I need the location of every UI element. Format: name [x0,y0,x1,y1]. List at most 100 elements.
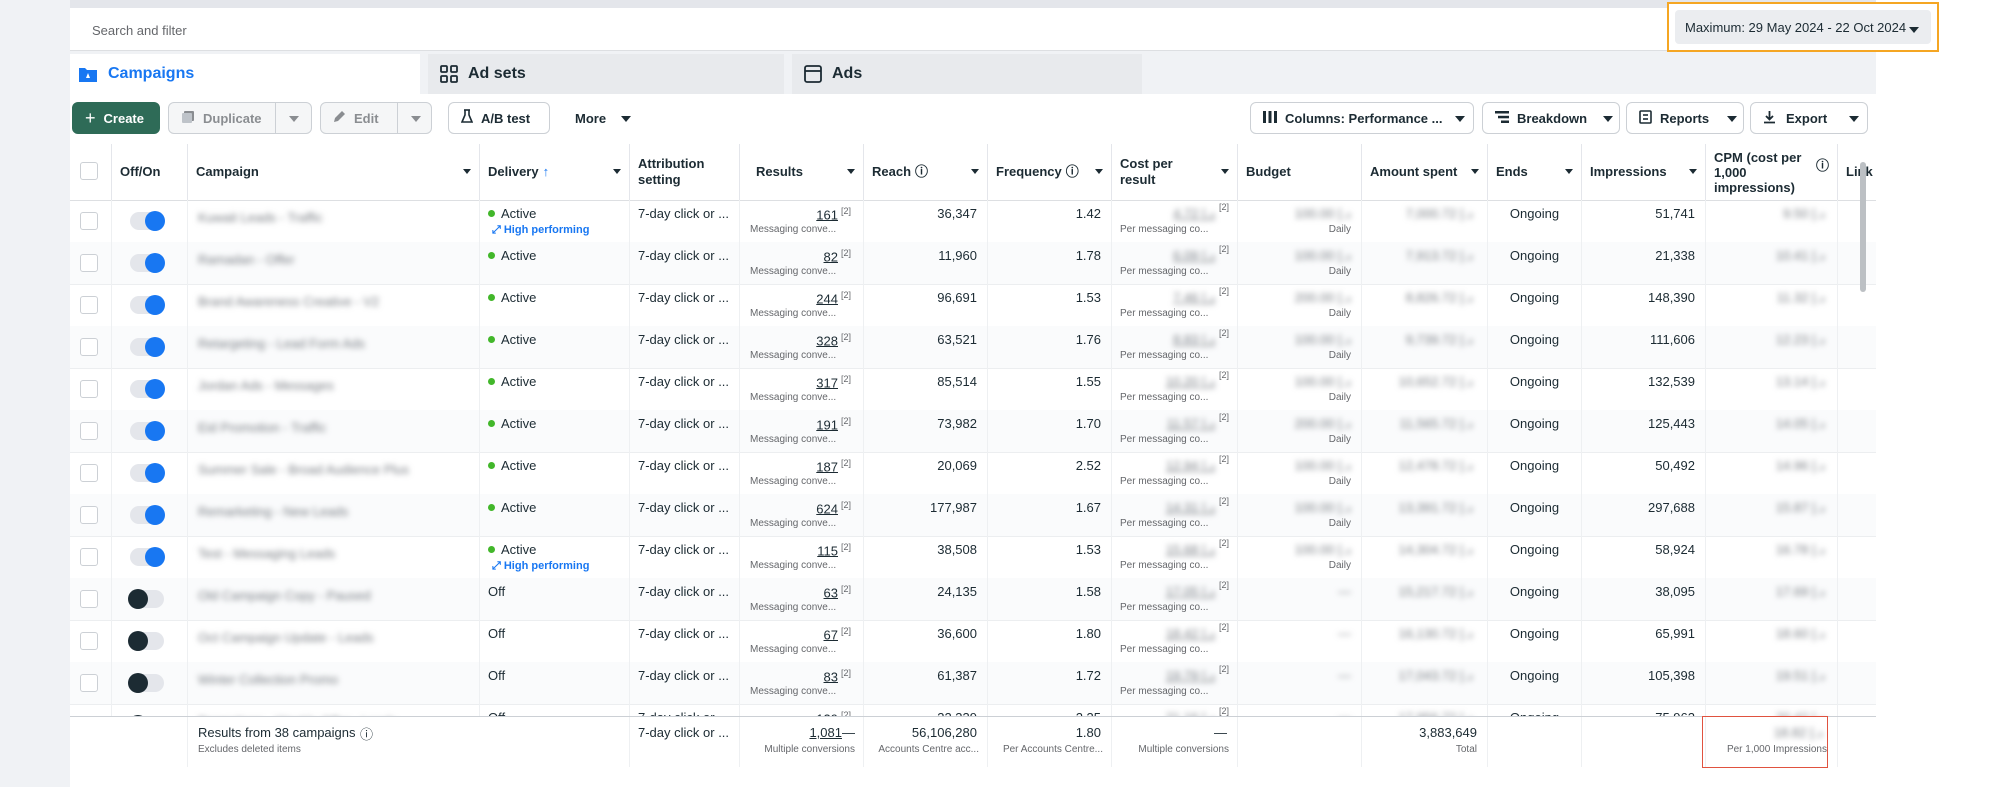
header-offon[interactable]: Off/On [112,144,188,200]
reports-button[interactable]: Reports [1626,102,1744,134]
date-range-picker[interactable]: Maximum: 29 May 2024 - 22 Oct 2024 [1675,10,1931,44]
table-row[interactable]: Remarketing - New Leads Active 7-day click… [70,494,1876,537]
row-checkbox[interactable] [80,422,98,440]
results-value[interactable]: 67 [823,627,838,643]
row-checkbox[interactable] [80,674,98,692]
cpr-value-blurred[interactable]: 11.57 د.إ [1166,416,1215,431]
tab-ads[interactable]: Ads [792,54,1142,94]
campaign-name-blurred[interactable]: Old Campaign Copy - Paused [198,588,371,603]
results-value[interactable]: 244 [816,291,838,307]
cpr-value-blurred[interactable]: 18.42 د.إ [1165,626,1215,641]
row-checkbox[interactable] [80,506,98,524]
table-row[interactable]: Oct Campaign Update - Leads Off 7-day clic… [70,620,1876,663]
campaign-toggle[interactable] [130,295,165,315]
duplicate-button[interactable]: Duplicate [168,102,312,134]
campaign-toggle[interactable] [130,379,165,399]
campaign-toggle[interactable] [130,211,165,231]
cpr-value-blurred[interactable]: 15.68 د.إ [1165,542,1215,557]
row-checkbox[interactable] [80,254,98,272]
campaign-toggle[interactable] [128,589,164,609]
header-frequency[interactable]: Frequency ⓘ [988,144,1112,200]
breakdown-button[interactable]: Breakdown [1482,102,1620,134]
info-icon[interactable]: ⓘ [915,164,929,179]
row-checkbox[interactable] [80,548,98,566]
ab-test-button[interactable]: A/B test [448,102,550,134]
campaign-toggle[interactable] [130,463,165,483]
campaign-toggle[interactable] [130,421,165,441]
table-row[interactable]: Ramadan - Offer Active 7-day click or ... 8… [70,242,1876,285]
table-row[interactable]: Winter Collection Promo Off 7-day click or… [70,662,1876,705]
results-value[interactable]: 317 [816,375,838,391]
row-checkbox[interactable] [80,296,98,314]
campaign-toggle[interactable] [130,253,165,273]
header-impressions[interactable]: Impressions [1582,144,1706,200]
campaign-toggle[interactable] [130,505,165,525]
high-performing-badge[interactable]: ⤢ High performing [492,560,589,573]
footer-results[interactable]: 1,081 [809,725,842,740]
results-value[interactable]: 624 [816,501,838,517]
duplicate-dropdown-icon[interactable] [289,116,299,122]
row-checkbox[interactable] [80,464,98,482]
campaign-name-blurred[interactable]: Ramadan - Offer [198,252,295,267]
campaign-name-blurred[interactable]: Oct Campaign Update - Leads [198,630,374,645]
results-value[interactable]: 83 [823,669,838,685]
header-reach[interactable]: Reach ⓘ [864,144,988,200]
header-results[interactable]: Results [740,144,864,200]
table-row[interactable]: Retargeting - Lead Form Ads Active 7-day c… [70,326,1876,369]
campaign-name-blurred[interactable]: Remarketing - New Leads [198,504,349,519]
cpr-value-blurred[interactable]: 12.94 د.إ [1165,458,1215,473]
campaign-toggle[interactable] [130,547,165,567]
campaign-name-blurred[interactable]: Jordan Ads - Messages [198,378,334,393]
campaign-name-blurred[interactable]: Brand Awareness Creative - V2 [198,294,380,309]
table-row[interactable]: Jordan Ads - Messages Active 7-day click o… [70,368,1876,411]
campaign-toggle[interactable] [130,337,165,357]
export-button[interactable]: Export [1750,102,1868,134]
header-budget[interactable]: Budget [1238,144,1362,200]
info-icon[interactable]: ⓘ [1815,158,1829,173]
row-checkbox[interactable] [80,590,98,608]
results-value[interactable]: 191 [816,417,838,433]
info-icon[interactable]: ⓘ [360,727,374,742]
header-attribution[interactable]: Attribution setting [630,144,740,200]
cpr-value-blurred[interactable]: 17.05 د.إ [1165,584,1215,599]
columns-button[interactable]: Columns: Performance ... [1250,102,1474,134]
create-button[interactable]: + Create [72,102,160,134]
edit-dropdown-icon[interactable] [411,116,421,122]
cpr-value-blurred[interactable]: 14.31 د.إ [1165,500,1215,515]
cpr-value-blurred[interactable]: 6.09 د.إ [1173,248,1215,263]
campaign-toggle[interactable] [128,673,164,693]
campaign-name-blurred[interactable]: Summer Sale - Broad Audience Plus [198,462,409,477]
cpr-value-blurred[interactable]: 4.72 د.إ [1173,206,1215,221]
table-row[interactable]: Summer Sale - Broad Audience Plus Active 7… [70,452,1876,495]
header-link[interactable]: Link [1838,144,1876,200]
cpr-value-blurred[interactable]: 7.46 د.إ [1173,290,1215,305]
vertical-scrollbar[interactable] [1860,162,1866,292]
row-checkbox[interactable] [80,380,98,398]
header-cpm[interactable]: CPM (cost per 1,000 impressions) ⓘ [1706,144,1838,200]
results-value[interactable]: 115 [817,543,838,559]
header-campaign[interactable]: Campaign [188,144,480,200]
header-ends[interactable]: Ends [1488,144,1582,200]
header-delivery[interactable]: Delivery ↑ [480,144,630,200]
row-checkbox[interactable] [80,212,98,230]
table-row[interactable]: Kuwait Leads - Traffic Active ⤢ High perfo… [70,200,1876,243]
results-value[interactable]: 161 [816,207,838,223]
select-all-checkbox[interactable] [80,162,98,180]
search-input[interactable] [90,18,1594,42]
results-value[interactable]: 63 [823,585,838,601]
high-performing-badge[interactable]: ⤢ High performing [492,224,589,237]
edit-button[interactable]: Edit [320,102,432,134]
cpr-value-blurred[interactable]: 10.20 د.إ [1165,374,1215,389]
campaign-name-blurred[interactable]: Retargeting - Lead Form Ads [198,336,365,351]
row-checkbox[interactable] [80,632,98,650]
tab-ad-sets[interactable]: Ad sets [428,54,784,94]
campaign-toggle[interactable] [128,631,164,651]
cpr-value-blurred[interactable]: 8.83 د.إ [1173,332,1215,347]
table-row[interactable]: Old Campaign Copy - Paused Off 7-day click… [70,578,1876,621]
campaign-name-blurred[interactable]: Test - Messaging Leads [198,546,336,561]
info-icon[interactable]: ⓘ [1065,164,1079,179]
campaign-name-blurred[interactable]: Winter Collection Promo [198,672,339,687]
tab-campaigns[interactable]: Campaigns [70,54,420,94]
table-row[interactable]: Test - Messaging Leads Active ⤢ High perfo… [70,536,1876,579]
header-amount-spent[interactable]: Amount spent [1362,144,1488,200]
